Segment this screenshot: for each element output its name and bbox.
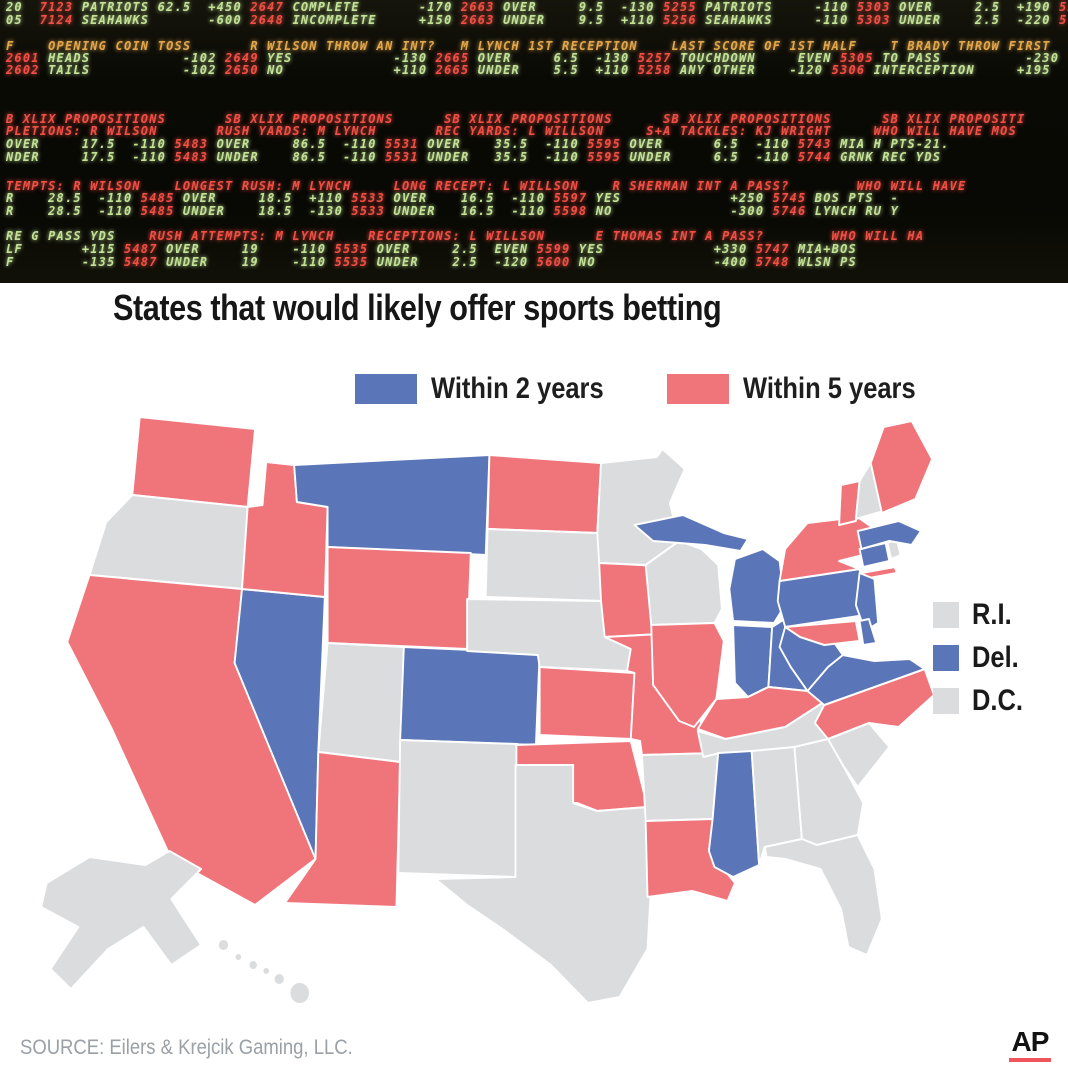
callout-swatch-gray — [933, 687, 959, 714]
state-or — [88, 494, 249, 590]
state-il — [650, 622, 725, 728]
state-hi-island — [261, 966, 271, 976]
odds-board-line: B XLIX PROPOSITIONS SB XLIX PROPOSITIONS… — [6, 112, 1026, 126]
callout-swatch-blue — [933, 644, 959, 671]
map-legend: Within 2 years Within 5 years — [0, 372, 1068, 406]
state-sd — [484, 528, 606, 602]
state-vt — [838, 480, 861, 526]
state-az — [283, 751, 402, 908]
odds-board-line: 20 7123 PATRIOTS 62.5 +450 2647 COMPLETE… — [6, 0, 1068, 14]
state-nd — [486, 454, 602, 534]
page-title: States that would likely offer sports be… — [113, 287, 722, 328]
state-ar — [641, 752, 720, 822]
state-md — [784, 620, 861, 646]
state-hi-island — [272, 972, 286, 986]
state-wa — [131, 416, 256, 508]
state-ma — [856, 520, 922, 550]
callout-ri: R.I. — [933, 598, 1032, 631]
odds-board-line: OVER 17.5 -110 5483 OVER 86.5 -110 5531 … — [6, 137, 950, 151]
legend-label: Within 5 years — [743, 372, 916, 405]
source-credit: SOURCE: Eilers & Krejcik Gaming, LLC. — [20, 1036, 353, 1059]
odds-board-line: NDER 17.5 -110 5483 UNDER 86.5 -110 5531… — [6, 150, 942, 164]
state-tx — [434, 764, 688, 1004]
callout-swatch-gray — [933, 601, 959, 628]
state-wy — [326, 546, 472, 650]
odds-board-line: LF +115 5487 OVER 19 -110 5535 OVER 2.5 … — [6, 242, 857, 256]
state-fl — [763, 834, 883, 956]
odds-board-photo: 20 7123 PATRIOTS 62.5 +450 2647 COMPLETE… — [0, 0, 1068, 283]
legend-item-within-2-years: Within 2 years — [355, 372, 634, 406]
callout-dc: D.C. — [933, 684, 1032, 717]
callout-label: D.C. — [972, 683, 1023, 717]
state-in — [732, 624, 774, 698]
state-nc — [813, 668, 935, 740]
legend-label: Within 2 years — [431, 372, 604, 405]
odds-board-line: R 28.5 -110 5485 UNDER 18.5 -130 5533 UN… — [6, 204, 900, 218]
odds-board-line: 2601 HEADS -102 2649 YES -130 2665 OVER … — [6, 51, 1060, 65]
odds-board-line: 05 7124 SEAHAWKS -600 2648 INCOMPLETE +1… — [6, 13, 1068, 27]
legend-swatch-red — [667, 374, 729, 404]
legend-swatch-blue — [355, 374, 417, 404]
state-me — [869, 420, 934, 514]
state-hi-island — [247, 959, 259, 971]
state-mi — [728, 548, 787, 624]
odds-board-line: 2602 TAILS -102 2650 NO +110 2665 UNDER … — [6, 63, 1051, 77]
ap-logo-underline — [1009, 1058, 1051, 1062]
state-de — [858, 618, 878, 646]
odds-board-line: F -135 5487 UNDER 19 -110 5535 UNDER 2.5… — [6, 255, 857, 269]
state-nv — [233, 588, 326, 860]
callout-del: Del. — [933, 641, 1032, 674]
odds-board-line: R 28.5 -110 5485 OVER 18.5 +110 5533 OVE… — [6, 191, 900, 205]
us-map — [40, 416, 935, 1005]
ap-logo: AP — [1008, 1028, 1052, 1062]
odds-board-line: F OPENING COIN TOSS R WILSON THROW AN IN… — [6, 39, 1051, 53]
state-ak — [40, 850, 203, 990]
odds-board-line: TEMPTS: R WILSON LONGEST RUSH: M LYNCH L… — [6, 179, 967, 193]
state-nm — [397, 739, 519, 878]
state-hi-island — [233, 952, 243, 962]
state-co — [399, 646, 541, 746]
state-mi-upper — [633, 514, 749, 552]
callout-label: R.I. — [972, 597, 1012, 631]
state-ks — [538, 666, 636, 740]
odds-board-line: RE G PASS YDS RUSH ATTEMPTS: M LYNCH REC… — [6, 229, 925, 243]
state-ms — [707, 750, 761, 878]
state-ut — [317, 642, 405, 763]
odds-board-line: PLETIONS: R WILSON RUSH YARDS: M LYNCH R… — [6, 124, 1017, 138]
callout-label: Del. — [972, 640, 1019, 674]
ap-logo-text: AP — [1011, 1026, 1050, 1057]
small-states-legend: R.I. Del. D.C. — [933, 598, 1032, 730]
legend-item-within-5-years: Within 5 years — [667, 372, 946, 406]
state-hi-island — [288, 981, 311, 1005]
state-hi-island — [216, 938, 230, 952]
